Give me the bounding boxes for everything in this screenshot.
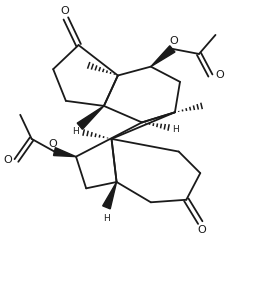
Polygon shape [77, 106, 104, 129]
Text: O: O [60, 6, 69, 16]
Text: O: O [49, 139, 58, 149]
Text: O: O [3, 156, 12, 166]
Text: H: H [103, 214, 110, 223]
Text: H: H [72, 127, 79, 136]
Polygon shape [103, 182, 116, 209]
Polygon shape [151, 46, 175, 67]
Text: O: O [169, 36, 178, 46]
Text: O: O [197, 225, 206, 235]
Text: H: H [172, 125, 179, 134]
Text: O: O [215, 71, 224, 81]
Polygon shape [54, 148, 76, 157]
